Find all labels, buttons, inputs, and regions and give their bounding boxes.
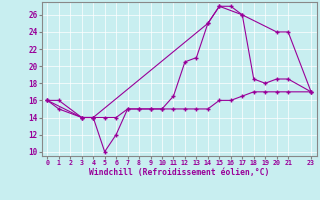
X-axis label: Windchill (Refroidissement éolien,°C): Windchill (Refroidissement éolien,°C): [89, 168, 269, 177]
